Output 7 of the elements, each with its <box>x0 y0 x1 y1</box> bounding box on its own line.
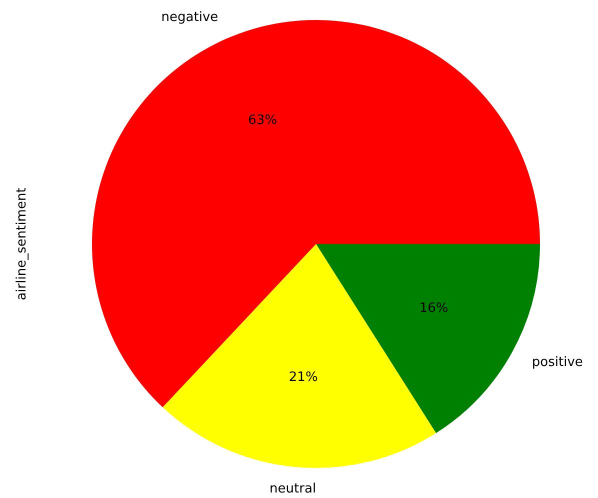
slice-label: negative <box>161 10 218 26</box>
data-label: 63% <box>248 113 278 128</box>
slice-label: positive <box>532 355 583 370</box>
text: airline_sentiment <box>14 188 30 300</box>
data-label: 16% <box>419 301 448 316</box>
data-label: 21% <box>288 370 318 386</box>
slice-label: neutral <box>270 482 316 497</box>
